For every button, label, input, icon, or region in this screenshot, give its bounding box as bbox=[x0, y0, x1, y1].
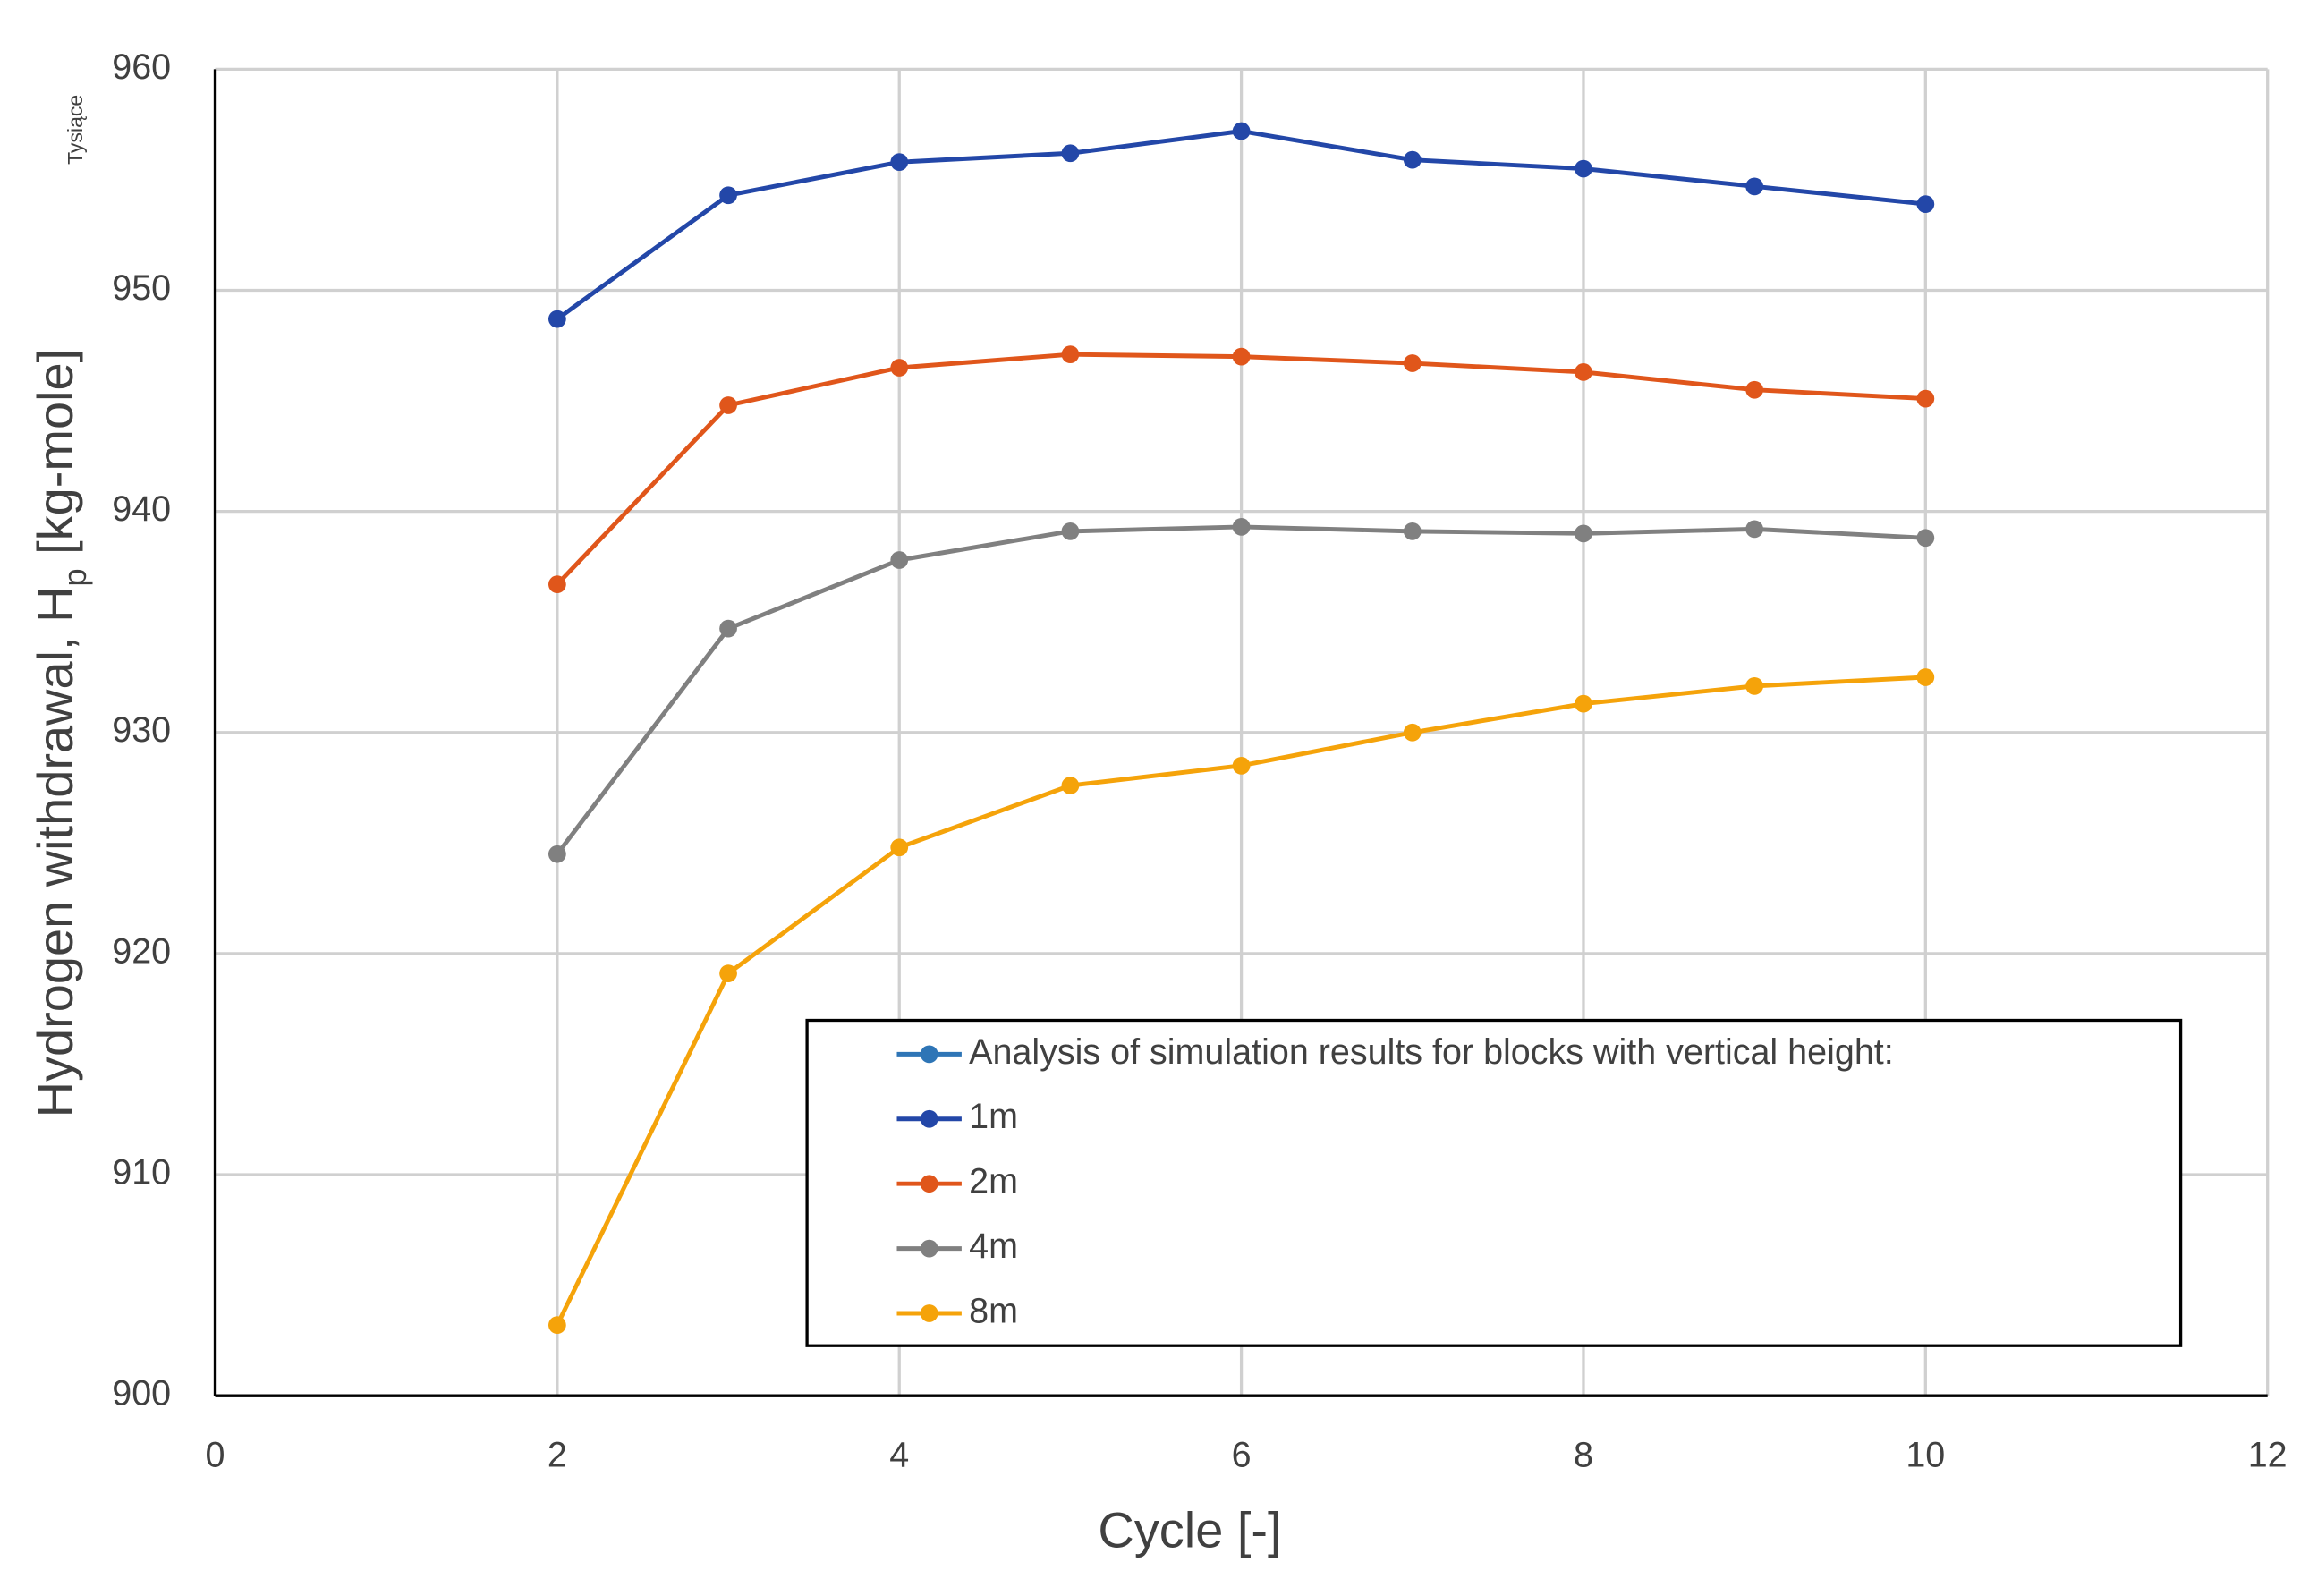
data-point bbox=[1916, 668, 1935, 686]
data-point bbox=[1916, 529, 1935, 548]
data-point bbox=[1745, 380, 1764, 399]
data-point bbox=[1232, 122, 1251, 140]
legend-swatch-dot bbox=[920, 1045, 938, 1064]
data-point bbox=[1745, 177, 1764, 196]
data-point bbox=[890, 838, 909, 857]
y-axis-title-suffix: [kg-mole] bbox=[27, 349, 83, 569]
data-point bbox=[1061, 144, 1080, 163]
legend-label: 2m bbox=[969, 1162, 1018, 1201]
data-point bbox=[1232, 518, 1251, 536]
data-point bbox=[890, 551, 909, 569]
data-point bbox=[1745, 676, 1764, 695]
x-tick-label: 10 bbox=[1906, 1436, 1945, 1475]
y-tick-label: 940 bbox=[112, 489, 171, 529]
legend-swatch-dot bbox=[920, 1304, 938, 1322]
data-point bbox=[1575, 694, 1592, 713]
y-tick-label: 900 bbox=[112, 1374, 171, 1413]
display-unit: Tysiące bbox=[64, 95, 87, 165]
legend-swatch-dot bbox=[920, 1239, 938, 1258]
data-point bbox=[1232, 756, 1251, 775]
data-point bbox=[719, 964, 737, 983]
legend-swatch-dot bbox=[920, 1109, 938, 1128]
y-tick-label: 960 bbox=[112, 47, 171, 87]
x-tick-label: 6 bbox=[1232, 1436, 1252, 1475]
data-point bbox=[1916, 195, 1935, 213]
y-axis-title-text: Hydrogen withdrawal, H bbox=[27, 587, 83, 1118]
data-point bbox=[719, 396, 737, 414]
x-tick-label: 2 bbox=[548, 1436, 567, 1475]
data-point bbox=[1061, 345, 1080, 364]
data-point bbox=[548, 575, 566, 594]
legend-label: 4m bbox=[969, 1227, 1018, 1266]
data-point bbox=[1916, 389, 1935, 408]
legend-label: Analysis of simulation results for block… bbox=[969, 1032, 1894, 1072]
x-tick-label: 0 bbox=[206, 1436, 225, 1475]
x-tick-label: 4 bbox=[889, 1436, 909, 1475]
data-point bbox=[719, 186, 737, 205]
x-axis-title: Cycle [-] bbox=[1098, 1502, 1281, 1558]
data-point bbox=[1575, 524, 1592, 543]
data-point bbox=[548, 310, 566, 328]
data-point bbox=[890, 359, 909, 377]
y-tick-label: 950 bbox=[112, 268, 171, 308]
data-point bbox=[1061, 522, 1080, 540]
legend-label: 8m bbox=[969, 1291, 1018, 1330]
legend-label: 1m bbox=[969, 1097, 1018, 1136]
y-tick-label: 920 bbox=[112, 931, 171, 971]
legend-box bbox=[805, 1018, 2183, 1347]
data-point bbox=[548, 1316, 566, 1334]
data-point bbox=[1232, 347, 1251, 366]
legend-swatch-dot bbox=[920, 1175, 938, 1193]
y-axis-title-subscript: p bbox=[56, 568, 93, 586]
x-tick-label: 12 bbox=[2248, 1436, 2288, 1475]
data-point bbox=[1403, 723, 1422, 742]
data-point bbox=[1403, 522, 1422, 540]
data-point bbox=[719, 619, 737, 638]
data-point bbox=[548, 845, 566, 863]
data-point bbox=[1403, 150, 1422, 169]
y-tick-label: 910 bbox=[112, 1152, 171, 1192]
data-point bbox=[1403, 354, 1422, 372]
x-tick-label: 8 bbox=[1574, 1436, 1593, 1475]
y-tick-label: 930 bbox=[112, 710, 171, 750]
data-point bbox=[890, 153, 909, 172]
data-point bbox=[1745, 520, 1764, 539]
data-point bbox=[1575, 363, 1592, 381]
y-axis-title: Hydrogen withdrawal, Hp [kg-mole] bbox=[27, 349, 93, 1118]
legend: Analysis of simulation results for block… bbox=[805, 1018, 2183, 1347]
data-point bbox=[1575, 159, 1592, 178]
data-point bbox=[1061, 777, 1080, 794]
